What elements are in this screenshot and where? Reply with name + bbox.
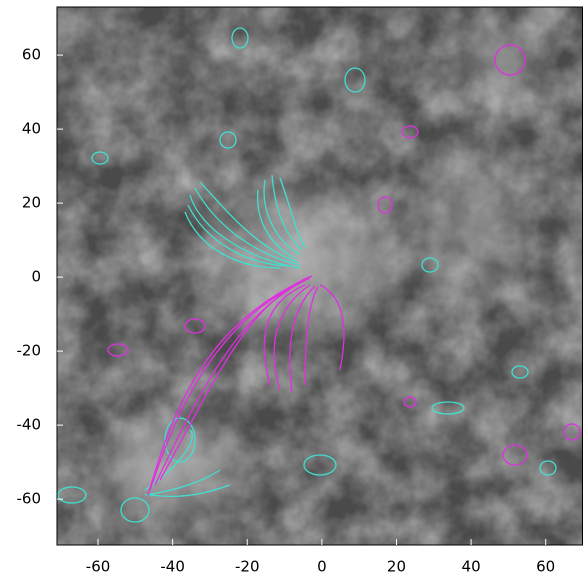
x-tick-label: 20	[387, 558, 406, 576]
y-tick-label: -40	[17, 416, 42, 434]
y-tick-label: 20	[22, 194, 41, 212]
solar-image	[57, 7, 583, 545]
x-tick-label: 0	[317, 558, 327, 576]
x-tick-label: -20	[235, 558, 260, 576]
x-tick-label: 60	[536, 558, 555, 576]
y-tick-label: -20	[17, 342, 42, 360]
x-tick-label: -60	[86, 558, 111, 576]
x-tick-label: -40	[160, 558, 185, 576]
figure: -60 -40 -20 0 20 40 60 -60 -40 -20 0 20 40 60	[0, 0, 583, 577]
y-tick-label: 0	[31, 268, 41, 286]
x-tick-label: 40	[462, 558, 481, 576]
y-tick-label: 40	[22, 120, 41, 138]
y-tick-label: -60	[17, 490, 42, 508]
y-tick-label: 60	[22, 46, 41, 64]
